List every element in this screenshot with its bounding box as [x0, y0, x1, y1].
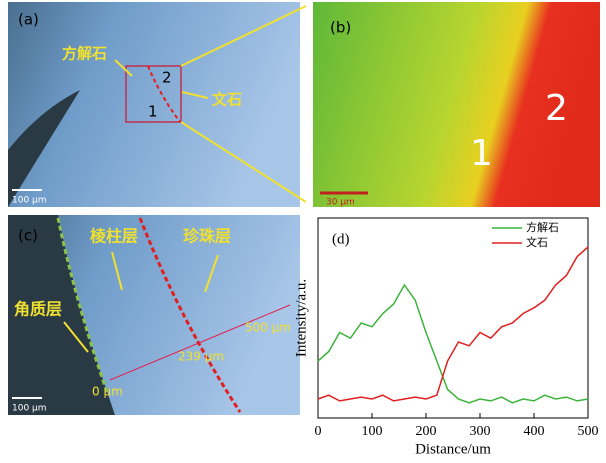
boundary	[147, 65, 181, 123]
legend-label: 方解石	[526, 220, 559, 234]
panel-label: (b)	[330, 19, 351, 37]
panel-d: (d) Distance/um Intensity/a.u. 0 100 200 30…	[293, 217, 599, 457]
boundary	[138, 217, 242, 413]
annotation: 方解石	[62, 45, 107, 63]
arrow	[63, 321, 89, 353]
scale-label: 100 µm	[12, 196, 47, 206]
annotation: 2	[162, 69, 172, 87]
annotation: 棱柱层	[90, 227, 138, 246]
boundary	[56, 217, 110, 396]
edge	[8, 215, 115, 415]
annotation: 珍珠层	[183, 227, 231, 246]
arrow	[181, 91, 209, 99]
annotation: 500 µm	[245, 321, 291, 335]
x-tick-label: 400	[524, 424, 545, 439]
x-tick-label: 100	[362, 424, 383, 439]
annotation: 1	[148, 103, 158, 121]
y-axis-label: Intensity/a.u.	[293, 279, 309, 357]
panel-b: (b) 1 2 30 µm	[313, 2, 600, 208]
region-label: 2	[545, 88, 568, 129]
edge	[8, 90, 80, 207]
x-axis-label: Distance/um	[415, 441, 491, 457]
annotation: 239 µm	[178, 350, 224, 364]
legend-label: 文石	[526, 235, 548, 249]
annotation: 0 µm	[92, 385, 123, 399]
arrow	[114, 59, 133, 77]
data-line	[317, 246, 589, 402]
panel-label: (a)	[18, 11, 39, 29]
x-tick-label: 300	[470, 424, 491, 439]
x-tick-label: 200	[416, 424, 437, 439]
x-tick-label: 500	[578, 424, 599, 439]
map	[313, 2, 600, 207]
plot-frame	[317, 217, 589, 419]
roi-box	[125, 65, 182, 123]
data-line	[317, 283, 589, 404]
panel-label: (d)	[332, 231, 350, 247]
panel-label: (c)	[18, 227, 38, 245]
annotation: 角质层	[14, 300, 62, 319]
x-tick-label: 0	[315, 424, 322, 439]
arrow	[111, 251, 123, 291]
annotation: 文石	[212, 91, 242, 109]
profile-line	[109, 304, 291, 381]
region-label: 1	[470, 133, 493, 174]
arrow	[204, 254, 219, 293]
scale-label: 100 µm	[12, 404, 47, 414]
zoom-line	[180, 121, 307, 203]
scale-label: 30 µm	[326, 198, 355, 208]
zoom-line	[180, 5, 307, 67]
panel-a: (a) 方解石 文石 1 2 100 µm	[8, 2, 300, 207]
panel-c: (c) 棱柱层 珍珠层 角质层 500 µm 239 µm 0 µm 100 µ…	[8, 215, 300, 415]
